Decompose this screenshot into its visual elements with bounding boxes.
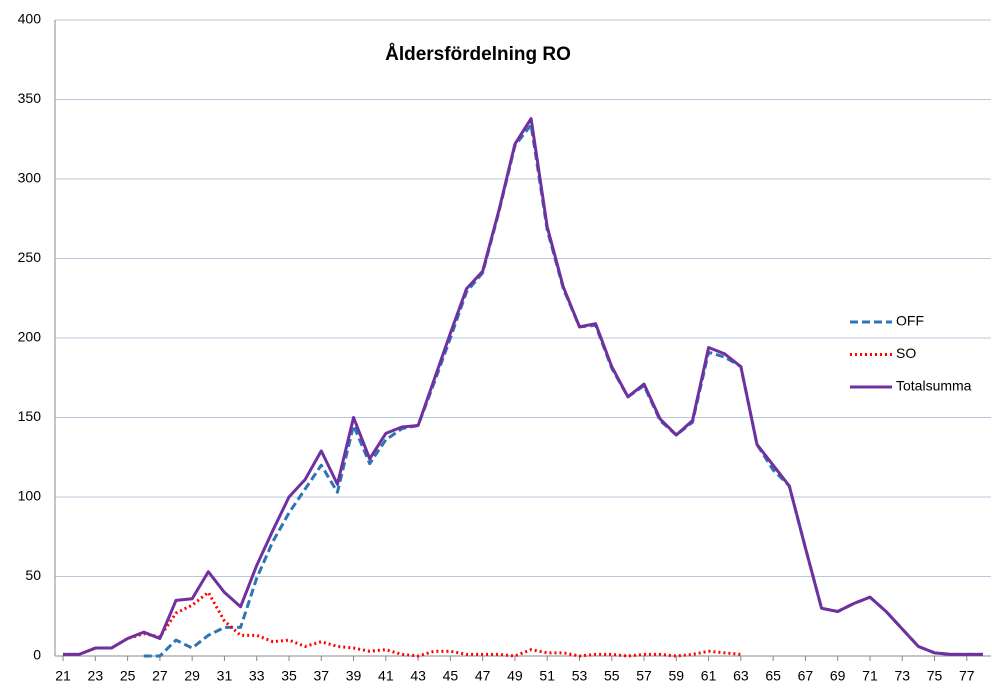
x-tick-label: 41 [378,668,394,684]
x-tick-label: 51 [539,668,555,684]
x-tick-label: 35 [281,668,297,684]
x-tick-label: 43 [410,668,426,684]
x-tick-label: 65 [765,668,781,684]
y-tick-label: 50 [25,567,41,583]
x-tick-label: 23 [88,668,104,684]
x-tick-label: 29 [184,668,200,684]
legend-label: Totalsumma [896,378,972,394]
x-tick-label: 69 [830,668,846,684]
y-tick-label: 150 [18,408,42,424]
x-tick-label: 37 [313,668,329,684]
x-tick-label: 25 [120,668,136,684]
legend-label: SO [896,345,916,361]
x-tick-label: 31 [217,668,233,684]
x-tick-label: 77 [959,668,975,684]
chart-title: Åldersfördelning RO [385,44,571,65]
x-tick-label: 63 [733,668,749,684]
y-tick-label: 200 [18,329,42,345]
series-line [63,117,983,656]
x-tick-label: 47 [475,668,491,684]
x-tick-label: 73 [894,668,910,684]
x-tick-label: 49 [507,668,523,684]
y-tick-label: 400 [18,11,42,27]
x-tick-label: 59 [669,668,685,684]
y-tick-label: 350 [18,90,42,106]
x-tick-label: 21 [55,668,71,684]
legend-label: OFF [896,313,924,329]
x-tick-label: 71 [862,668,878,684]
y-tick-label: 300 [18,170,42,186]
x-tick-label: 75 [927,668,943,684]
x-tick-label: 55 [604,668,620,684]
x-tick-label: 57 [636,668,652,684]
x-tick-label: 33 [249,668,265,684]
series-line [63,590,742,658]
x-tick-label: 61 [701,668,717,684]
x-tick-label: 39 [346,668,362,684]
x-tick-label: 67 [798,668,814,684]
x-tick-label: 53 [572,668,588,684]
x-tick-label: 45 [443,668,459,684]
y-tick-label: 250 [18,249,42,265]
y-tick-label: 0 [33,647,41,663]
y-tick-label: 100 [18,488,42,504]
x-tick-label: 27 [152,668,168,684]
